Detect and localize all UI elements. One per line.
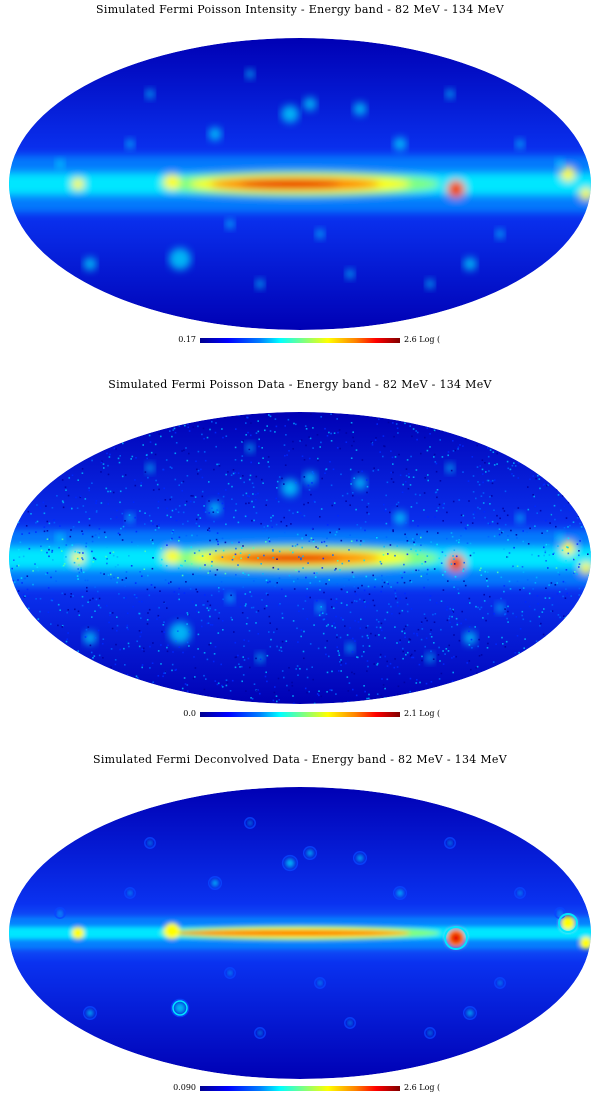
sky-map-deconvolved bbox=[9, 787, 591, 1079]
sky-map-content bbox=[9, 38, 591, 330]
colorbar-min-label: 0.17 bbox=[178, 335, 196, 344]
galactic-plane bbox=[9, 529, 591, 587]
panel-title: Simulated Fermi Poisson Data - Energy ba… bbox=[108, 378, 492, 391]
galactic-plane bbox=[9, 155, 591, 213]
point-sources bbox=[55, 443, 565, 663]
panel-title: Simulated Fermi Poisson Intensity - Ener… bbox=[96, 3, 504, 16]
colorbar-min-label: 0.0 bbox=[183, 709, 196, 718]
sky-map-content bbox=[9, 787, 591, 1079]
colorbar-gradient bbox=[200, 1086, 400, 1091]
colorbar-min-label: 0.090 bbox=[173, 1083, 196, 1092]
colorbar: 0.17 2.6 Log ( bbox=[0, 335, 600, 347]
colorbar: 0.090 2.6 Log ( bbox=[0, 1083, 600, 1095]
panel-title: Simulated Fermi Deconvolved Data - Energ… bbox=[93, 753, 507, 766]
sky-map-poisson-data bbox=[9, 412, 591, 704]
colorbar-max-label: 2.1 Log ( bbox=[404, 709, 441, 718]
colorbar: 0.0 2.1 Log ( bbox=[0, 709, 600, 721]
colorbar-gradient bbox=[200, 712, 400, 717]
sky-map-content bbox=[9, 412, 591, 704]
sky-map-intensity bbox=[9, 38, 591, 330]
colorbar-gradient bbox=[200, 338, 400, 343]
point-sources bbox=[54, 817, 578, 1039]
colorbar-max-label: 2.6 Log ( bbox=[404, 1083, 441, 1092]
galactic-plane bbox=[9, 916, 591, 949]
colorbar-max-label: 2.6 Log ( bbox=[404, 335, 441, 344]
point-sources bbox=[55, 69, 565, 289]
